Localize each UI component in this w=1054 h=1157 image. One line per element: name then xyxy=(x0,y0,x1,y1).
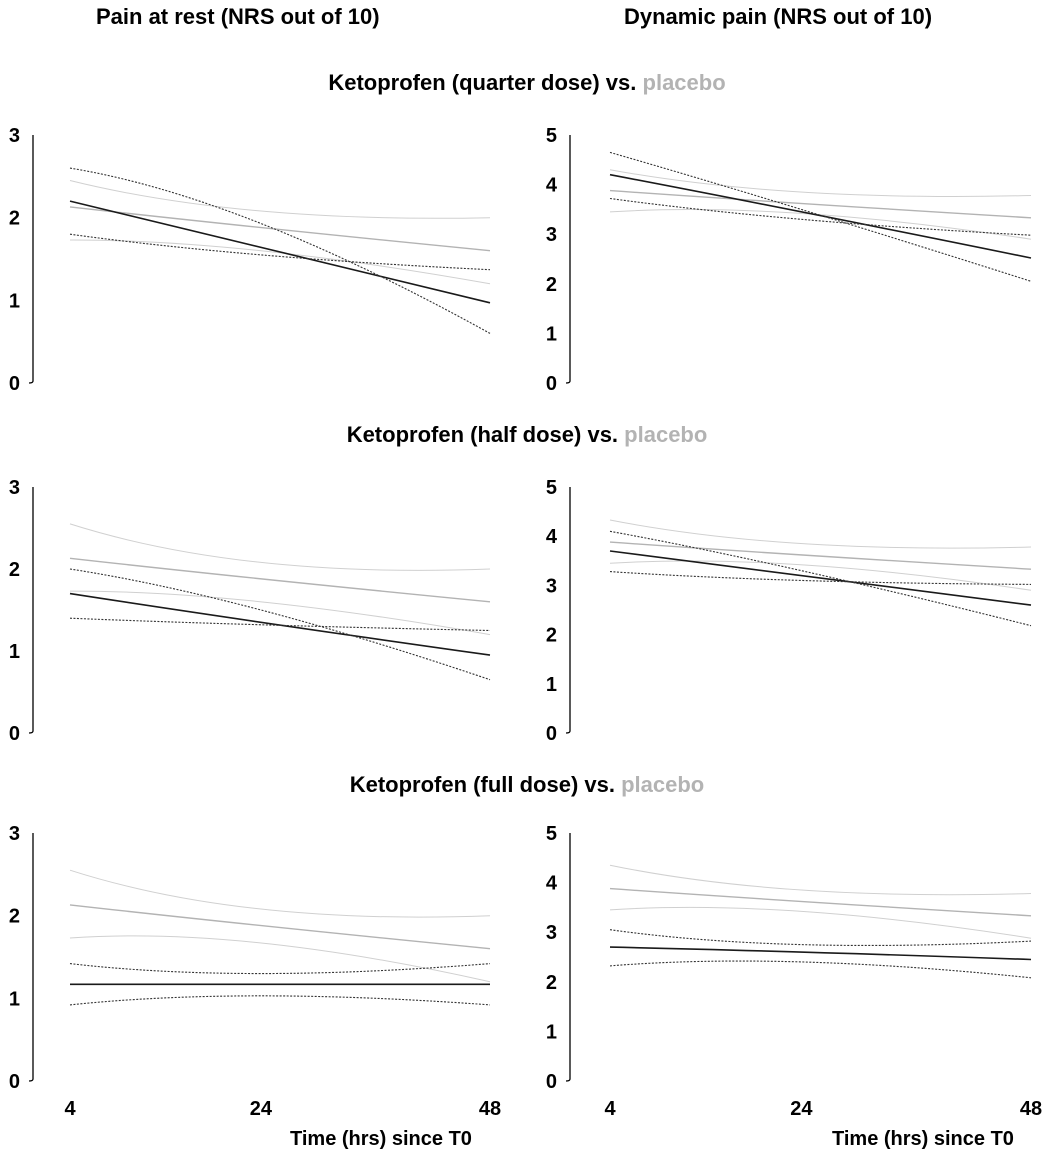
series-placebo-mean-3 xyxy=(609,541,1032,570)
y-tick-label: 3 xyxy=(546,575,557,597)
row-title-quarter-placebo: placebo xyxy=(642,70,726,95)
column-header-dynamic: Dynamic pain (NRS out of 10) xyxy=(624,4,933,29)
series-placebo-mean-3 xyxy=(609,189,1032,219)
x-tick-label: 48 xyxy=(479,1098,501,1120)
series-placebo-ci-4 xyxy=(609,864,1032,896)
series-placebo-mean-3 xyxy=(69,904,491,950)
series-ketoprofen-mean-0 xyxy=(609,946,1032,961)
series-ketoprofen-mean-0 xyxy=(69,592,491,656)
y-tick-label: 3 xyxy=(546,224,557,246)
series-ketoprofen-ci-2 xyxy=(609,197,1032,236)
series-placebo-ci-4 xyxy=(609,519,1032,549)
y-axis-line xyxy=(28,487,34,734)
panel-rest-quarter: 0 1 2 3 xyxy=(9,125,491,395)
y-axis-line xyxy=(565,833,571,1082)
y-tick-label: 1 xyxy=(546,674,557,696)
series-ketoprofen-ci-1 xyxy=(69,167,491,334)
x-tick-label: 48 xyxy=(1020,1098,1042,1120)
y-tick-label: 0 xyxy=(9,723,20,745)
row-title-full-main: Ketoprofen (full dose) vs. xyxy=(349,772,615,797)
series-ketoprofen-ci-1 xyxy=(69,963,491,975)
y-tick-label: 1 xyxy=(9,988,20,1010)
series-ketoprofen-ci-2 xyxy=(609,960,1032,979)
y-tick-label: 2 xyxy=(9,208,20,230)
series-ketoprofen-ci-1 xyxy=(609,151,1032,282)
y-tick-label: 2 xyxy=(546,274,557,296)
y-tick-label: 4 xyxy=(546,526,558,548)
y-tick-label: 2 xyxy=(546,625,557,647)
y-tick-label: 1 xyxy=(546,323,557,345)
series-ketoprofen-mean-0 xyxy=(69,200,491,304)
row-title-half-placebo: placebo xyxy=(624,422,708,447)
y-tick-label: 4 xyxy=(546,873,558,895)
y-axis-line xyxy=(28,135,34,384)
row-title-full: Ketoprofen (full dose) vs. placebo xyxy=(0,772,1054,798)
x-axis-title-left: Time (hrs) since T0 xyxy=(290,1128,472,1150)
y-tick-label: 5 xyxy=(546,125,557,147)
series-placebo-ci-5 xyxy=(609,906,1032,939)
x-tick-label: 4 xyxy=(604,1098,616,1120)
row-title-half: Ketoprofen (half dose) vs. placebo xyxy=(0,422,1054,448)
panel-rest-half: 0 1 2 3 xyxy=(9,477,491,745)
y-tick-label: 0 xyxy=(546,1071,557,1093)
row-title-quarter-main: Ketoprofen (quarter dose) vs. xyxy=(328,70,637,95)
y-tick-label: 5 xyxy=(546,823,557,845)
panel-dynamic-quarter: 0 1 2 3 4 5 xyxy=(546,125,1032,395)
y-tick-label: 3 xyxy=(9,477,20,499)
y-tick-label: 0 xyxy=(9,1071,20,1093)
series-ketoprofen-ci-1 xyxy=(69,568,491,681)
y-tick-label: 3 xyxy=(9,125,20,147)
series-placebo-mean-3 xyxy=(69,557,491,603)
series-placebo-mean-3 xyxy=(609,887,1032,917)
series-placebo-ci-4 xyxy=(609,169,1032,197)
y-tick-label: 0 xyxy=(546,373,557,395)
series-placebo-ci-4 xyxy=(69,180,491,219)
series-ketoprofen-ci-2 xyxy=(69,617,491,632)
y-tick-label: 2 xyxy=(546,972,557,994)
column-header-rest: Pain at rest (NRS out of 10) xyxy=(96,4,380,29)
y-tick-label: 4 xyxy=(546,175,558,197)
x-tick-label: 24 xyxy=(250,1098,273,1120)
series-placebo-ci-5 xyxy=(69,239,491,285)
series-placebo-ci-5 xyxy=(609,209,1032,240)
y-tick-label: 1 xyxy=(546,1021,557,1043)
y-tick-label: 0 xyxy=(546,723,557,745)
y-tick-label: 3 xyxy=(9,823,20,845)
y-axis-line xyxy=(565,487,571,734)
series-ketoprofen-mean-0 xyxy=(609,173,1032,259)
series-placebo-mean-3 xyxy=(69,206,491,252)
y-tick-label: 0 xyxy=(9,373,20,395)
x-tick-label: 24 xyxy=(790,1098,813,1120)
series-ketoprofen-mean-0 xyxy=(609,550,1032,606)
y-axis-line xyxy=(28,833,34,1082)
panel-dynamic-half: 0 1 2 3 4 5 xyxy=(546,477,1032,745)
y-tick-label: 2 xyxy=(9,559,20,581)
y-axis-line xyxy=(565,135,571,384)
series-placebo-ci-4 xyxy=(69,869,491,918)
row-title-quarter: Ketoprofen (quarter dose) vs. placebo xyxy=(0,70,1054,96)
series-placebo-ci-4 xyxy=(69,523,491,571)
series-ketoprofen-ci-2 xyxy=(69,995,491,1006)
x-tick-label: 4 xyxy=(64,1098,76,1120)
y-tick-label: 5 xyxy=(546,477,557,499)
panel-dynamic-full: 0 1 2 3 4 5 4 24 48 xyxy=(546,823,1042,1120)
row-title-half-main: Ketoprofen (half dose) vs. xyxy=(346,422,619,447)
y-tick-label: 2 xyxy=(9,906,20,928)
row-title-full-placebo: placebo xyxy=(621,772,705,797)
series-ketoprofen-ci-1 xyxy=(609,929,1032,947)
panel-rest-full: 0 1 2 3 4 24 48 xyxy=(9,823,501,1120)
series-placebo-ci-5 xyxy=(69,590,491,636)
y-tick-label: 1 xyxy=(9,290,20,312)
y-tick-label: 3 xyxy=(546,922,557,944)
series-placebo-ci-5 xyxy=(609,560,1032,591)
y-tick-label: 1 xyxy=(9,641,20,663)
x-axis-title-right: Time (hrs) since T0 xyxy=(832,1128,1014,1150)
